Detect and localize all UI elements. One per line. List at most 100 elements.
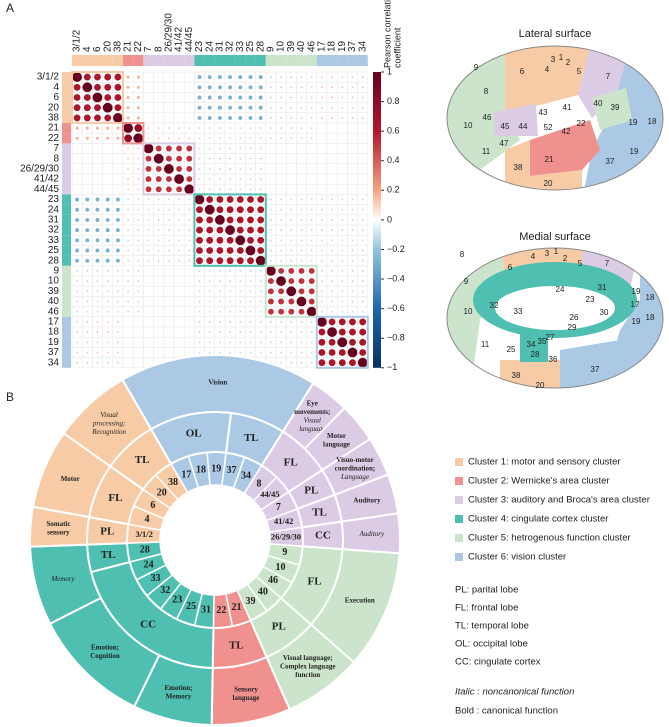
correlation-dot xyxy=(104,73,112,81)
region-label: 31 xyxy=(598,283,607,292)
correlation-dot xyxy=(310,361,313,364)
colorbar-title: Pearson correlation xyxy=(382,0,392,68)
correlation-dot xyxy=(115,197,120,202)
correlation-dot xyxy=(176,145,183,152)
lobe-label: FL xyxy=(284,456,298,468)
legend-swatch xyxy=(455,477,463,485)
column-label: 31 xyxy=(215,40,226,52)
region-label: 1 xyxy=(559,53,564,62)
correlation-dot xyxy=(290,106,293,109)
correlation-dot xyxy=(178,127,181,130)
correlation-dot xyxy=(259,147,262,150)
correlation-dot xyxy=(104,114,112,122)
region-label: 34 xyxy=(527,340,536,349)
correlation-dot xyxy=(184,184,195,195)
correlation-dot xyxy=(148,311,149,313)
correlation-dot xyxy=(206,226,214,234)
correlation-dot xyxy=(188,229,191,232)
correlation-dot xyxy=(331,127,333,129)
correlation-dot xyxy=(225,225,235,235)
correlation-dot xyxy=(300,351,303,354)
correlation-dot xyxy=(259,280,262,283)
region-label: 36 xyxy=(549,355,558,364)
correlation-dot xyxy=(176,155,183,162)
lobe-label: FL xyxy=(308,575,322,587)
lobe-label: TL xyxy=(135,454,150,466)
correlation-dot xyxy=(310,331,313,334)
region-label: 17 xyxy=(631,300,640,309)
correlation-dot xyxy=(280,148,282,149)
correlation-dot xyxy=(247,206,254,214)
correlation-dot xyxy=(351,280,354,283)
correlation-dot xyxy=(351,239,354,242)
correlation-dot xyxy=(226,206,234,214)
correlation-dot xyxy=(239,167,242,170)
function-label: Execution xyxy=(345,596,375,604)
correlation-dot xyxy=(301,188,302,190)
correlation-dot xyxy=(127,208,130,211)
correlation-dot xyxy=(148,76,149,78)
correlation-dot xyxy=(94,104,101,112)
row-label: 3/1/2 xyxy=(37,72,60,83)
correlation-dot xyxy=(116,280,119,283)
correlation-dot xyxy=(226,247,234,254)
correlation-dot xyxy=(331,168,333,170)
correlation-dot xyxy=(216,196,224,203)
correlation-dot xyxy=(76,280,79,283)
correlation-dot xyxy=(229,137,232,140)
correlation-dot xyxy=(249,147,252,150)
correlation-dot xyxy=(208,290,211,293)
cluster-strip xyxy=(214,55,225,66)
brain-title: Medial surface xyxy=(519,231,591,243)
cluster-strip xyxy=(62,276,71,287)
legend-label: Cluster 3: auditory and Broca's area clu… xyxy=(468,495,650,506)
correlation-dot xyxy=(97,148,98,149)
correlation-dot xyxy=(331,239,334,242)
correlation-dot xyxy=(145,155,152,162)
correlation-dot xyxy=(86,351,89,354)
correlation-dot xyxy=(300,76,303,79)
column-label: 25 xyxy=(245,40,256,52)
correlation-dot xyxy=(168,97,170,98)
brain-region xyxy=(505,46,592,110)
correlation-dot xyxy=(95,248,100,253)
correlation-dot xyxy=(148,331,149,333)
correlation-dot xyxy=(362,137,364,139)
legend-swatch xyxy=(455,458,463,466)
correlation-dot xyxy=(194,194,205,205)
correlation-dot xyxy=(300,96,303,99)
correlation-dot xyxy=(208,178,211,181)
row-label: 44/45 xyxy=(34,184,59,195)
correlation-dot xyxy=(217,95,222,100)
correlation-dot xyxy=(351,96,354,99)
correlation-dot xyxy=(218,331,221,334)
correlation-dot xyxy=(259,300,262,303)
correlation-dot xyxy=(178,117,180,119)
correlation-dot xyxy=(155,176,162,183)
correlation-dot xyxy=(158,280,160,282)
column-label: 10 xyxy=(276,40,287,52)
region-number: 17 xyxy=(181,469,191,480)
region-label: 20 xyxy=(544,179,553,188)
region-label: 6 xyxy=(520,67,525,76)
correlation-dot xyxy=(76,178,78,180)
row-label: 31 xyxy=(48,215,60,226)
correlation-dot xyxy=(320,239,323,242)
correlation-dot xyxy=(236,257,244,265)
correlation-dot xyxy=(95,207,100,212)
correlation-dot xyxy=(351,249,354,252)
correlation-dot xyxy=(73,83,81,91)
correlation-dot xyxy=(158,301,160,302)
correlation-dot xyxy=(338,359,346,367)
correlation-dot xyxy=(280,137,283,140)
correlation-dot xyxy=(331,280,334,283)
correlation-dot xyxy=(320,96,323,99)
row-label: 22 xyxy=(48,133,60,144)
correlation-dot xyxy=(178,208,181,211)
correlation-dot xyxy=(117,188,119,190)
lobe-label: PL xyxy=(100,526,114,538)
region-label: 5 xyxy=(577,67,582,76)
correlation-dot xyxy=(362,158,364,160)
region-label: 25 xyxy=(507,345,516,354)
